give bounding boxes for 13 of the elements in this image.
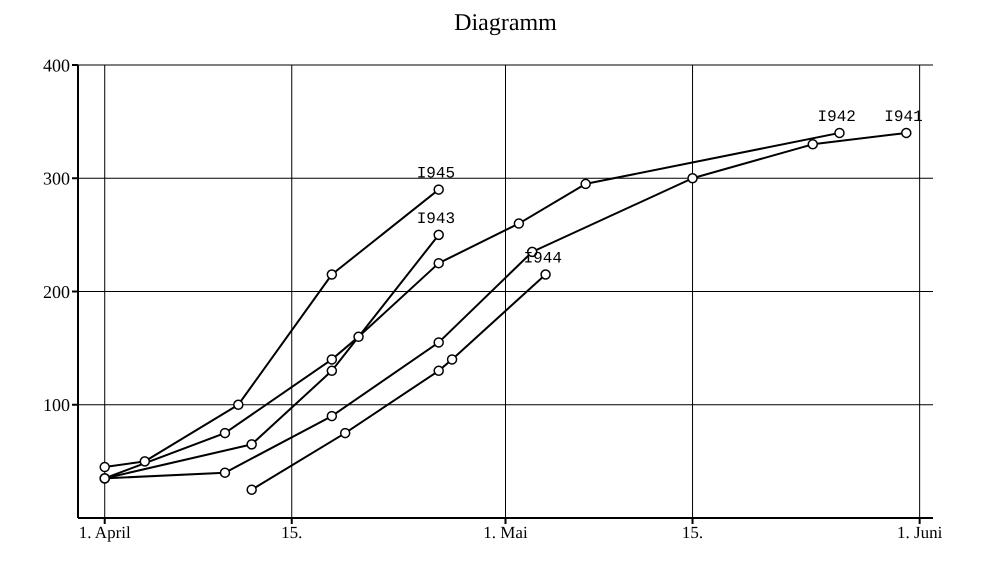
series-label: I942	[817, 108, 856, 126]
chart-title: Diagramm	[453, 10, 558, 37]
x-tick-label: 1. April	[78, 523, 131, 542]
y-tick-label: 300	[43, 168, 70, 189]
x-tick-label: 1. Mai	[483, 523, 528, 542]
series-label: I943	[416, 210, 456, 228]
y-tick-label: 400	[43, 55, 70, 76]
x-tick-label: 15.	[682, 523, 704, 542]
y-tick-label: 200	[43, 282, 70, 302]
series-label: I945	[416, 164, 456, 183]
x-tick-label: 15.	[281, 523, 302, 542]
x-tick-label: 1. Juni	[896, 523, 943, 542]
y-tick-label: 100	[43, 395, 70, 416]
